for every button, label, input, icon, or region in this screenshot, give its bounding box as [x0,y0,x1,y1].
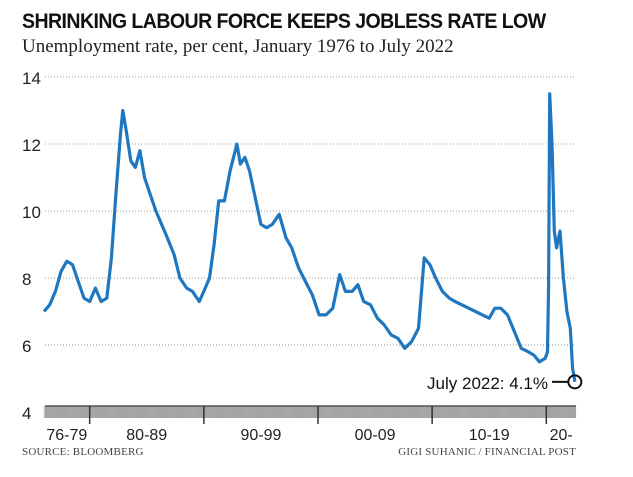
chart-title: SHRINKING LABOUR FORCE KEEPS JOBLESS RAT… [22,10,546,33]
chart-subtitle: Unemployment rate, per cent, January 197… [22,36,454,57]
series-line [42,92,577,383]
annotation-label: July 2022: 4.1% [427,374,548,393]
x-tick-label: 00-09 [355,427,396,444]
source-note: SOURCE: BLOOMBERG [22,446,144,458]
y-tick-label: 12 [22,136,41,155]
x-tick-label: 20- [550,427,573,444]
x-tick-label: 76-79 [46,427,87,444]
y-tick-label: 8 [22,270,31,289]
x-tick-label: 80-89 [126,427,167,444]
x-tick-label: 10-19 [469,427,510,444]
y-tick-label: 14 [22,69,41,88]
annotation-marker [567,374,583,390]
x-tick-label: 90-99 [240,427,281,444]
y-tick-label: 10 [22,203,41,222]
y-tick-label: 6 [22,337,31,356]
credit-note: GIGI SUHANIC / FINANCIAL POST [398,446,576,458]
y-tick-label: 4 [22,404,31,423]
